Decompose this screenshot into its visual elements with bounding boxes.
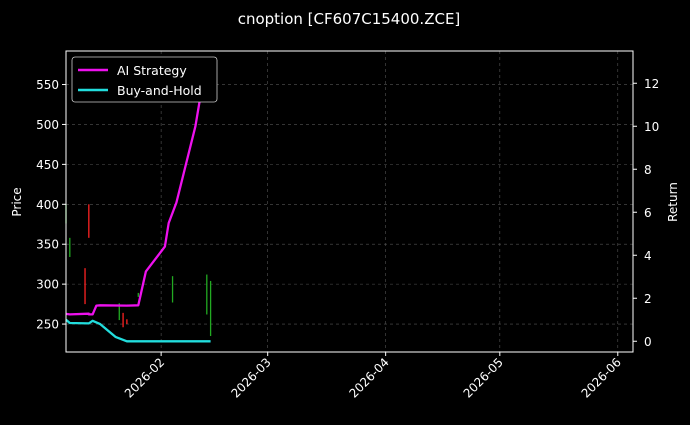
plot-frame [65, 50, 634, 353]
legend: AI Strategy Buy-and-Hold [71, 56, 218, 103]
y2-tick-label: 4 [644, 249, 652, 263]
series-line-buy-and-hold [65, 318, 211, 343]
y-tick-label: 500 [36, 118, 59, 132]
y-tick-label: 450 [36, 158, 59, 172]
y2-tick-label: 0 [644, 335, 652, 349]
y-tick-label: 300 [36, 278, 59, 292]
series-line-ai-strategy [65, 73, 211, 316]
y-tick-label: 250 [36, 318, 59, 332]
legend-label-ai-strategy: AI Strategy [117, 63, 187, 78]
legend-box [71, 56, 218, 103]
chart-title: cnoption [CF607C15400.ZCE] [238, 10, 461, 28]
y2-tick-label: 10 [644, 120, 659, 134]
legend-label-buy-and-hold: Buy-and-Hold [117, 83, 202, 98]
y2-axis-label: Return [666, 182, 680, 222]
y2-tick-label: 6 [644, 206, 652, 220]
y2-tick-label: 8 [644, 163, 652, 177]
y-axis-label: Price [10, 187, 24, 216]
y-tick-label: 550 [36, 78, 59, 92]
y-tick-label: 400 [36, 198, 59, 212]
y2-tick-label: 12 [644, 77, 659, 91]
y2-tick-label: 2 [644, 292, 652, 306]
y-tick-label: 350 [36, 238, 59, 252]
series-layer [65, 73, 211, 343]
